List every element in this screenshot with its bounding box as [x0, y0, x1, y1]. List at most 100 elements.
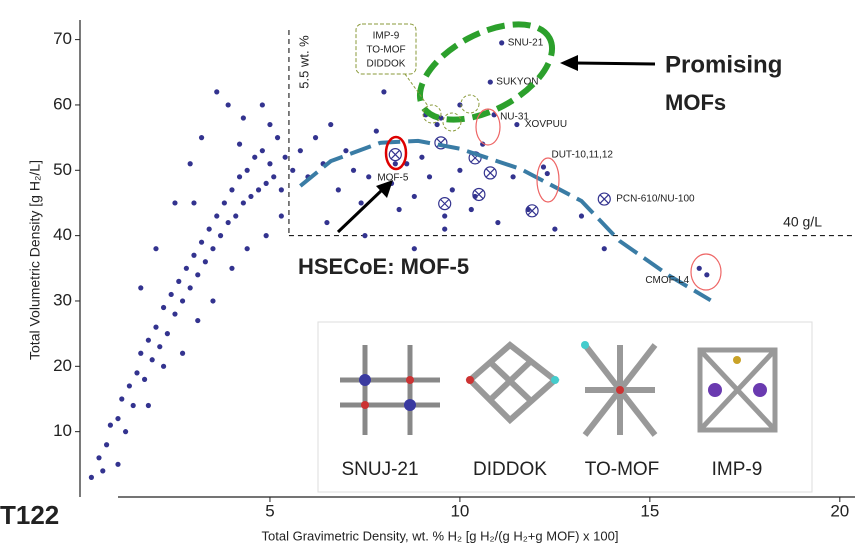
data-point	[260, 148, 265, 153]
point-label: DUT-10,11,12	[551, 150, 613, 161]
data-point	[229, 266, 234, 271]
y-axis-label: Total Volumetric Density [g H₂/L]	[27, 160, 43, 360]
data-point	[290, 168, 295, 173]
data-point	[146, 403, 151, 408]
y-tick-label: 20	[53, 356, 72, 375]
structure-label: IMP-9	[712, 459, 763, 480]
data-point	[161, 305, 166, 310]
data-point	[579, 213, 584, 218]
data-point	[275, 135, 280, 140]
data-point	[203, 259, 208, 264]
data-point	[602, 246, 607, 251]
data-point	[359, 200, 364, 205]
data-point	[214, 89, 219, 94]
data-point	[195, 272, 200, 277]
data-point	[298, 148, 303, 153]
data-point	[176, 279, 181, 284]
data-point	[89, 475, 94, 480]
data-point	[229, 187, 234, 192]
corner-label: T122	[0, 500, 59, 530]
data-point	[138, 285, 143, 290]
data-point	[226, 102, 231, 107]
data-point	[142, 377, 147, 382]
data-point	[412, 246, 417, 251]
data-point	[146, 338, 151, 343]
data-point	[439, 198, 451, 210]
data-point	[214, 213, 219, 218]
data-point	[153, 325, 158, 330]
point-label: SNU-21	[508, 38, 544, 49]
y-tick-label: 70	[53, 29, 72, 48]
data-point	[488, 79, 493, 84]
hsecoe-label: HSECoE: MOF-5	[298, 254, 469, 279]
arrow	[338, 190, 382, 232]
point-label: CMOF-L4	[645, 275, 689, 286]
structure-label: TO-MOF	[585, 459, 660, 480]
data-point	[248, 194, 253, 199]
data-point	[180, 298, 185, 303]
data-point	[180, 351, 185, 356]
data-point	[199, 240, 204, 245]
data-point	[541, 164, 546, 169]
data-point	[366, 174, 371, 179]
data-point	[343, 148, 348, 153]
data-point	[450, 187, 455, 192]
data-point	[96, 455, 101, 460]
data-point	[210, 298, 215, 303]
data-point	[104, 442, 109, 447]
promising-label: Promising	[665, 51, 782, 78]
structure-label: DIDDOK	[473, 459, 547, 480]
data-point	[260, 102, 265, 107]
data-point	[188, 161, 193, 166]
data-point	[442, 213, 447, 218]
arrow-head	[560, 55, 578, 71]
data-point	[514, 122, 519, 127]
x-tick-label: 5	[265, 501, 274, 520]
data-point	[283, 155, 288, 160]
data-point	[336, 187, 341, 192]
y-tick-label: 50	[53, 160, 72, 179]
data-point	[264, 181, 269, 186]
data-point	[704, 272, 709, 277]
data-point	[108, 423, 113, 428]
y-tick-label: 10	[53, 421, 72, 440]
data-point	[172, 311, 177, 316]
data-point	[381, 89, 386, 94]
data-point	[245, 246, 250, 251]
data-point	[427, 174, 432, 179]
data-point	[324, 220, 329, 225]
x-tick-label: 10	[450, 501, 469, 520]
data-point	[328, 122, 333, 127]
data-point	[484, 167, 496, 179]
data-point	[374, 128, 379, 133]
data-point	[153, 246, 158, 251]
data-point	[191, 253, 196, 258]
data-point	[510, 174, 515, 179]
structure-label: SNUJ-21	[341, 459, 418, 480]
data-point	[279, 213, 284, 218]
callout-pointer	[405, 74, 428, 106]
data-point	[115, 416, 120, 421]
marker-cross	[600, 195, 608, 203]
y-tick-label: 40	[53, 225, 72, 244]
highlight-ellipse	[691, 254, 721, 290]
point-label: XOVPUU	[525, 119, 567, 130]
data-point	[419, 155, 424, 160]
point-label: MOF-5	[377, 172, 409, 183]
data-point	[207, 226, 212, 231]
y-tick-label: 60	[53, 94, 72, 113]
data-point	[184, 266, 189, 271]
data-point	[245, 168, 250, 173]
data-point	[150, 357, 155, 362]
data-point	[697, 266, 702, 271]
callout-text: DIDDOK	[367, 59, 406, 70]
data-point	[552, 226, 557, 231]
highlight-circle	[461, 95, 479, 113]
data-point	[393, 161, 398, 166]
data-point	[218, 233, 223, 238]
reference-label: 5.5 wt. %	[296, 35, 311, 89]
callout-text: TO-MOF	[366, 45, 405, 56]
data-point	[457, 168, 462, 173]
data-point	[279, 187, 284, 192]
x-tick-label: 20	[830, 501, 849, 520]
